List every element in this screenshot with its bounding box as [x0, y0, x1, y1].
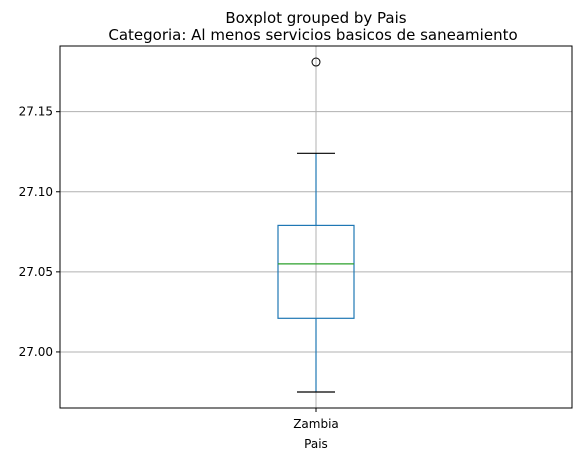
outlier-point	[311, 57, 321, 67]
axes: 27.00 27.05 27.10 27.15 Zambia	[19, 105, 339, 431]
y-tick-label: 27.10	[19, 185, 53, 199]
x-axis-label: Pais	[304, 437, 328, 451]
boxes	[277, 57, 355, 393]
box-group	[277, 57, 355, 393]
y-tick-label: 27.15	[19, 105, 53, 119]
box-iqr	[277, 224, 355, 319]
y-tick-label: 27.00	[19, 345, 53, 359]
y-tick-label: 27.05	[19, 265, 53, 279]
x-tick-label: Zambia	[293, 417, 339, 431]
chart-subtitle: Categoria: Al menos servicios basicos de…	[108, 26, 517, 44]
chart-title: Boxplot grouped by Pais	[225, 9, 406, 27]
